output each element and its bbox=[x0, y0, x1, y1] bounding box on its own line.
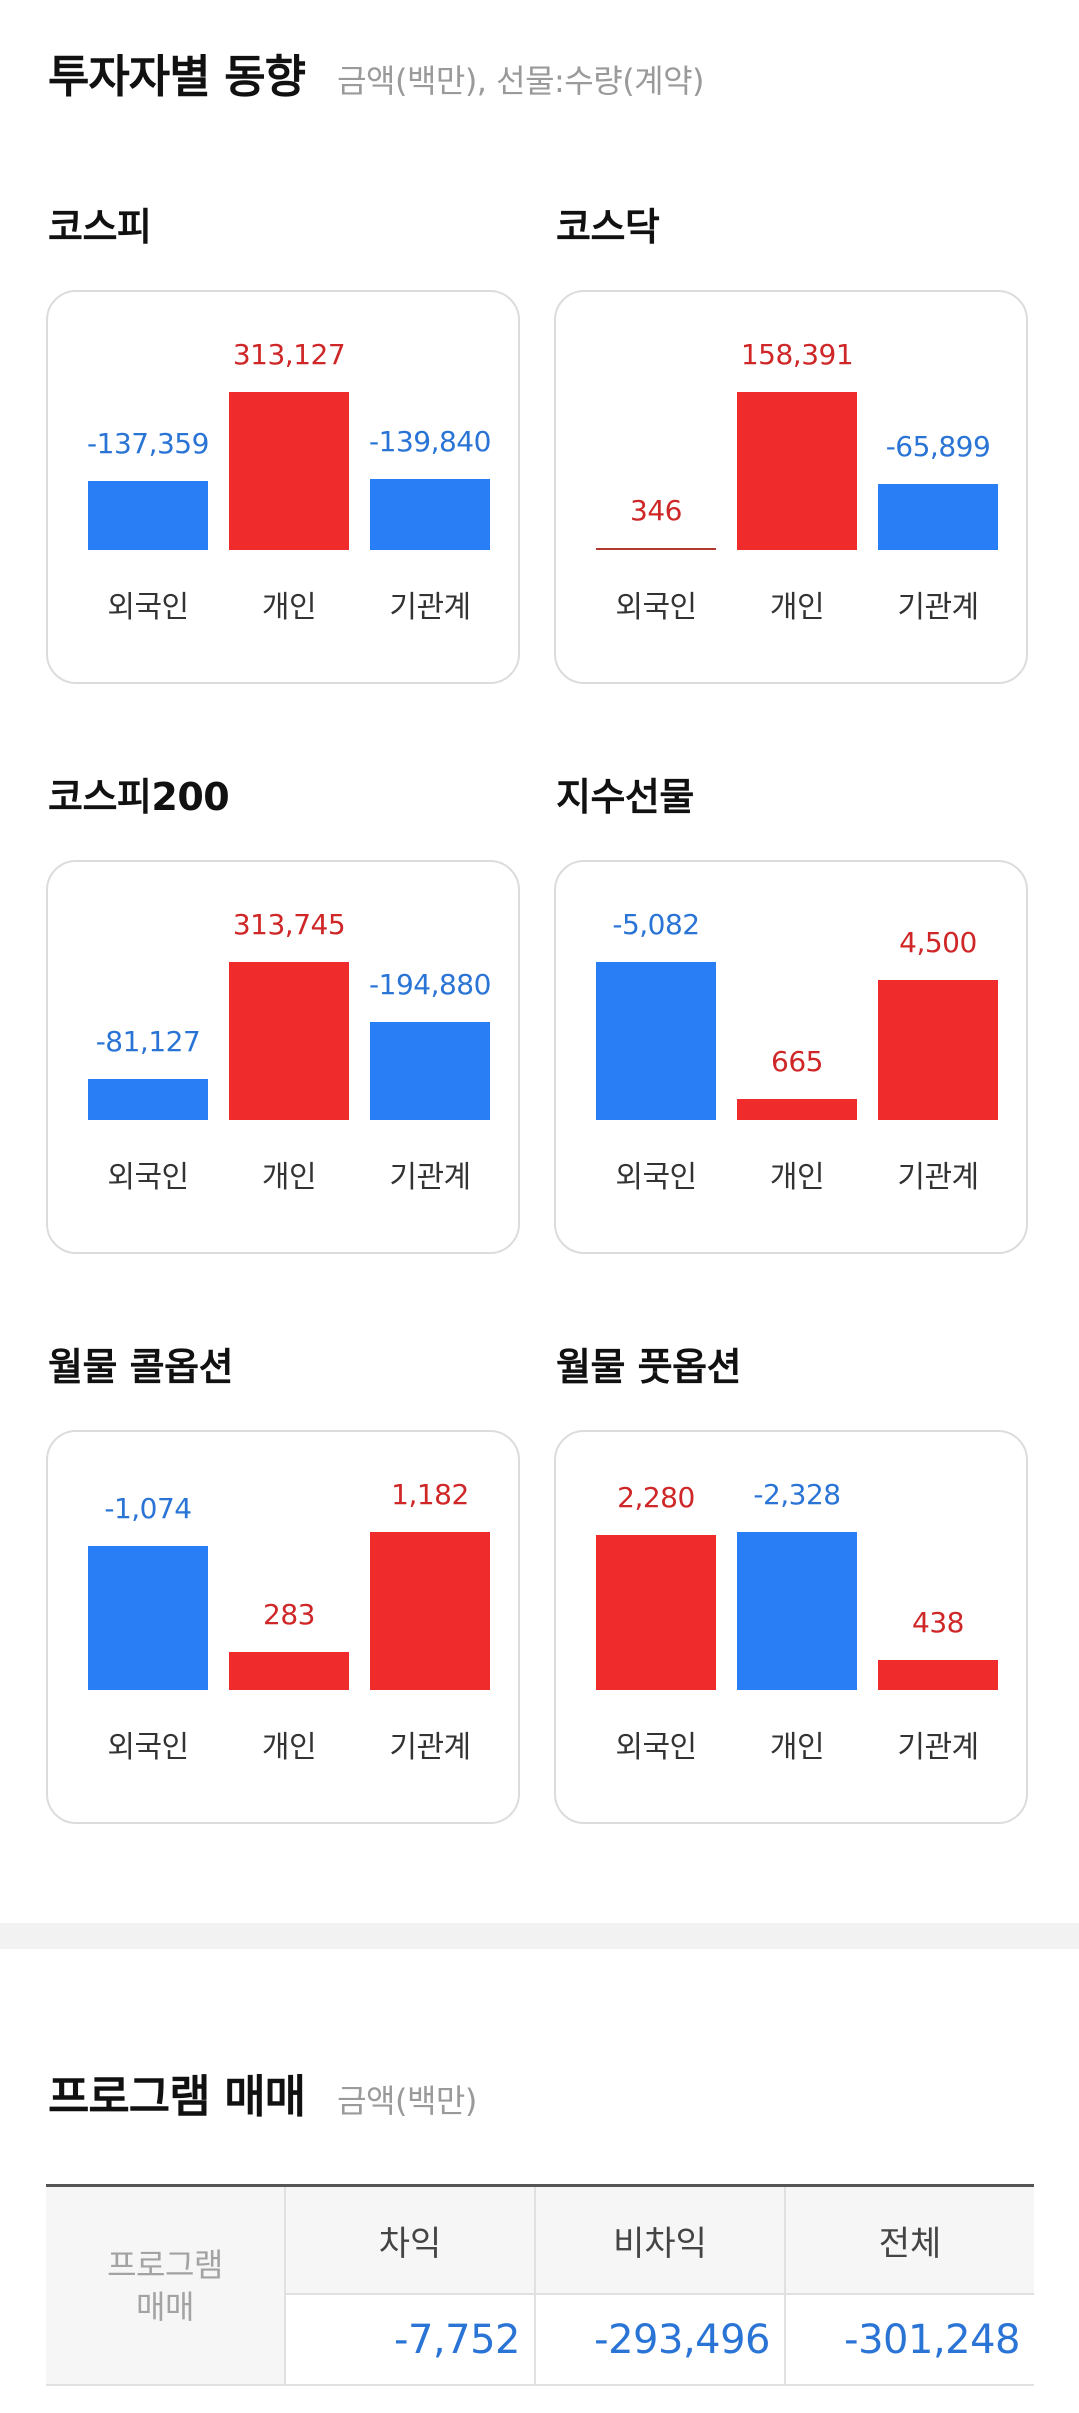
value-arbitrage: -7,752 bbox=[286, 2295, 536, 2386]
value-non-arbitrage: -293,496 bbox=[536, 2295, 786, 2386]
bar-value-individual: 283 bbox=[263, 1598, 315, 1632]
header-total: 전체 bbox=[786, 2187, 1034, 2295]
bar-individual bbox=[737, 1099, 857, 1120]
bar-institution bbox=[370, 479, 490, 550]
bar-value-individual: 158,391 bbox=[740, 338, 854, 371]
row-label-line1: 프로그램 bbox=[107, 2245, 223, 2284]
category-label-individual: 개인 bbox=[261, 1730, 317, 1765]
category-label-individual: 개인 bbox=[261, 590, 317, 625]
card-title: 월물 콜옵션 bbox=[48, 1345, 234, 1389]
category-label-foreign: 외국인 bbox=[615, 1730, 697, 1765]
category-label-institution: 기관계 bbox=[897, 1160, 979, 1195]
category-label-foreign: 외국인 bbox=[107, 590, 189, 625]
bar-foreign bbox=[88, 1546, 208, 1690]
program-trading-row-label: 프로그램 매매 bbox=[46, 2187, 286, 2386]
bar-value-institution: -65,899 bbox=[885, 430, 991, 464]
investor-trends-title: 투자자별 동향 bbox=[48, 50, 306, 103]
header-non-arbitrage: 비차익 bbox=[536, 2187, 786, 2295]
value-total: -301,248 bbox=[786, 2295, 1034, 2386]
category-label-individual: 개인 bbox=[261, 1160, 317, 1195]
bar-institution bbox=[878, 1660, 998, 1690]
section-divider bbox=[0, 1923, 1079, 1949]
investor-chart-card: 2,280 외국인 -2,328 개인 438 기관계 bbox=[554, 1430, 1028, 1824]
program-trading-header: 프로그램 매매 금액(백만) bbox=[48, 2060, 477, 2125]
bar-individual bbox=[737, 1532, 857, 1690]
bar-foreign bbox=[596, 962, 716, 1120]
category-label-institution: 기관계 bbox=[897, 590, 979, 625]
bar-foreign bbox=[596, 548, 716, 550]
bar-value-individual: 313,127 bbox=[232, 338, 346, 371]
bar-value-institution: 1,182 bbox=[391, 1478, 469, 1511]
investor-chart-card: 346 외국인 158,391 개인 -65,899 기관계 bbox=[554, 290, 1028, 684]
bar-value-institution: -139,840 bbox=[369, 425, 491, 459]
bar-value-institution: 4,500 bbox=[899, 926, 977, 960]
category-label-foreign: 외국인 bbox=[107, 1730, 189, 1765]
bar-value-foreign: -5,082 bbox=[612, 908, 700, 941]
category-label-individual: 개인 bbox=[769, 590, 825, 625]
investor-trends-unit: 금액(백만), 선물:수량(계약) bbox=[337, 62, 705, 100]
program-trading-table: 프로그램 매매 차익 비차익 전체 -7,752 -293,496 -301,2… bbox=[46, 2184, 1034, 2386]
card-title: 코스피200 bbox=[48, 775, 230, 819]
category-label-foreign: 외국인 bbox=[615, 1160, 697, 1195]
category-label-foreign: 외국인 bbox=[615, 590, 697, 625]
category-label-individual: 개인 bbox=[769, 1160, 825, 1195]
category-label-institution: 기관계 bbox=[389, 1160, 471, 1195]
bar-institution bbox=[370, 1532, 490, 1690]
investor-trends-header: 투자자별 동향 금액(백만), 선물:수량(계약) bbox=[48, 40, 705, 105]
category-label-institution: 기관계 bbox=[389, 590, 471, 625]
bar-value-individual: 665 bbox=[771, 1045, 823, 1079]
bar-value-foreign: 346 bbox=[630, 494, 682, 527]
bar-institution bbox=[370, 1021, 490, 1120]
bar-value-institution: 438 bbox=[912, 1606, 964, 1640]
header-arbitrage: 차익 bbox=[286, 2187, 536, 2295]
program-trading-title: 프로그램 매매 bbox=[48, 2070, 306, 2123]
category-label-individual: 개인 bbox=[769, 1730, 825, 1765]
card-title: 코스닥 bbox=[556, 205, 660, 249]
bar-institution bbox=[878, 484, 998, 550]
investor-chart-card: -137,359 외국인 313,127 개인 -139,840 기관계 bbox=[46, 290, 520, 684]
investor-chart-card: -81,127 외국인 313,745 개인 -194,880 기관계 bbox=[46, 860, 520, 1254]
bar-individual bbox=[737, 392, 857, 550]
card-title: 지수선물 bbox=[556, 775, 694, 819]
bar-individual bbox=[229, 962, 349, 1120]
bar-institution bbox=[878, 980, 998, 1120]
card-title: 코스피 bbox=[48, 205, 152, 249]
bar-value-foreign: -1,074 bbox=[104, 1492, 192, 1526]
bar-value-foreign: -137,359 bbox=[87, 426, 209, 460]
row-label-line2: 매매 bbox=[136, 2287, 194, 2326]
bar-foreign bbox=[88, 1079, 208, 1120]
category-label-institution: 기관계 bbox=[897, 1730, 979, 1765]
investor-chart-card: -1,074 외국인 283 개인 1,182 기관계 bbox=[46, 1430, 520, 1824]
bar-foreign bbox=[88, 480, 208, 550]
bar-value-foreign: 2,280 bbox=[617, 1481, 695, 1515]
bar-individual bbox=[229, 392, 349, 550]
bar-value-foreign: -81,127 bbox=[95, 1025, 201, 1059]
bar-individual bbox=[229, 1652, 349, 1690]
bar-value-individual: -2,328 bbox=[753, 1478, 841, 1511]
card-title: 월물 풋옵션 bbox=[556, 1345, 742, 1389]
investor-chart-card: -5,082 외국인 665 개인 4,500 기관계 bbox=[554, 860, 1028, 1254]
category-label-foreign: 외국인 bbox=[107, 1160, 189, 1195]
bar-value-individual: 313,745 bbox=[232, 908, 346, 941]
category-label-institution: 기관계 bbox=[389, 1730, 471, 1765]
program-trading-unit: 금액(백만) bbox=[337, 2082, 477, 2120]
bar-foreign bbox=[596, 1535, 716, 1690]
bar-value-institution: -194,880 bbox=[369, 967, 491, 1001]
